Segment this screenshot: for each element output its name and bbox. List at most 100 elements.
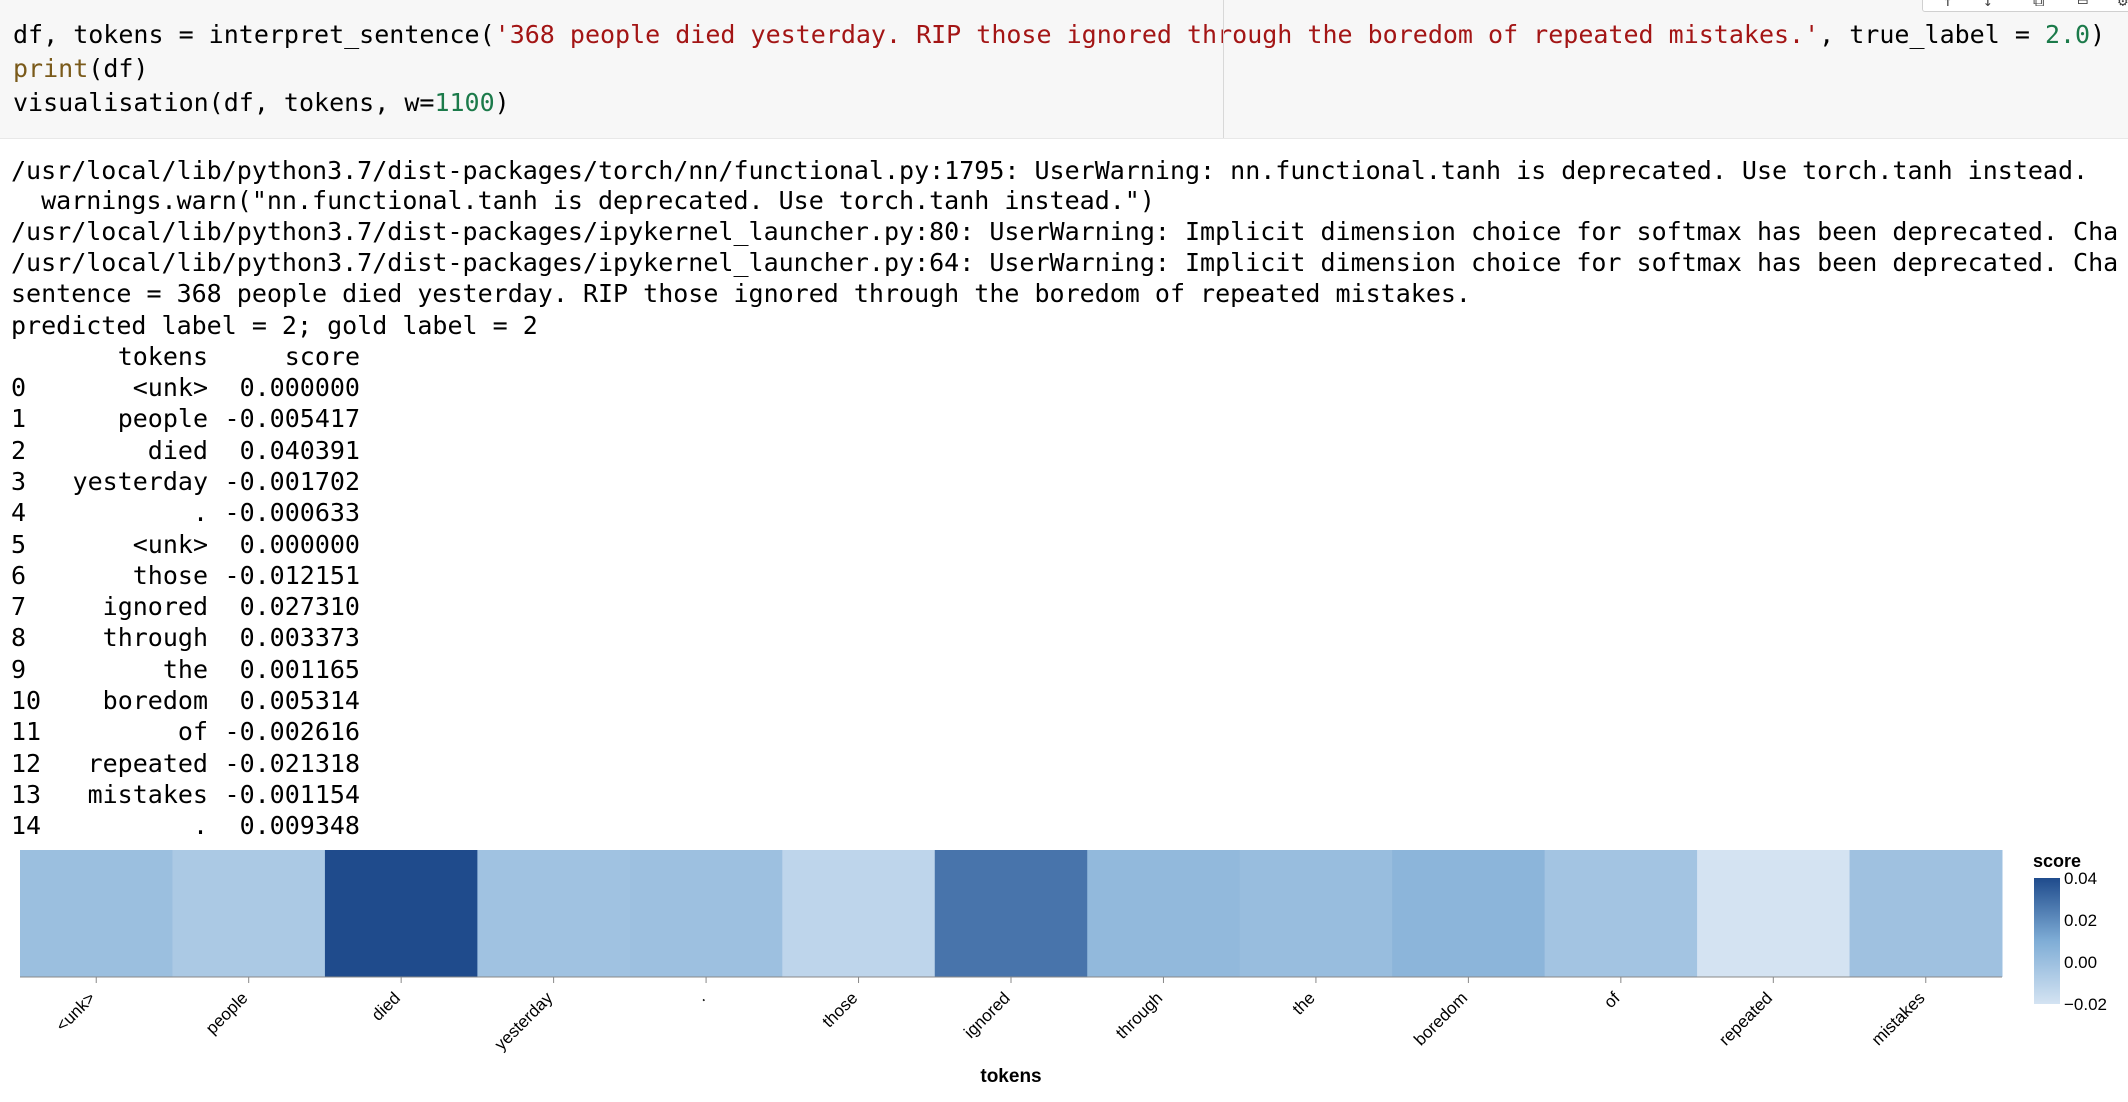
df-row-token: the (162, 655, 208, 684)
df-row-score: -0.000633 (224, 498, 360, 527)
code-line-3: visualisation(df, tokens, w=1100) (13, 86, 510, 120)
df-row-token: through (102, 623, 208, 652)
legend-tick-label: 0.04 (2064, 869, 2097, 888)
warning-line: /usr/local/lib/python3.7/dist-packages/i… (11, 248, 2119, 277)
df-row-index: 13 (11, 780, 42, 809)
settings-icon[interactable]: ⚙ (2118, 0, 2128, 10)
heatmap-cell (1087, 850, 1241, 977)
df-row-token: people (117, 404, 208, 433)
code-text: ) (494, 88, 510, 117)
heatmap-cell (172, 850, 326, 977)
code-builtin: print (13, 54, 89, 83)
heatmap-cell (1239, 850, 1393, 977)
heatmap-cell (324, 850, 478, 977)
sentence-line: sentence = 368 people died yesterday. RI… (11, 279, 1471, 308)
code-line-1: df, tokens = interpret_sentence('368 peo… (13, 18, 2105, 52)
x-tick-label: <unk> (52, 988, 99, 1035)
x-tick-label: the (1289, 988, 1319, 1018)
df-row-token: <unk> (132, 373, 208, 402)
link-icon[interactable]: ⧉ (2033, 0, 2045, 10)
df-row-score: -0.002616 (224, 717, 360, 746)
df-row-score: 0.003373 (239, 623, 360, 652)
heatmap-cell (20, 850, 173, 977)
df-row-index: 2 (11, 436, 27, 465)
df-row-token: those (132, 561, 208, 590)
code-text: (df) (88, 54, 149, 83)
warning-line: /usr/local/lib/python3.7/dist-packages/t… (11, 156, 2089, 185)
x-tick-label: repeated (1715, 988, 1776, 1049)
df-row-index: 9 (11, 655, 27, 684)
df-row-score: -0.021318 (224, 749, 360, 778)
df-header-score: score (284, 342, 360, 371)
df-row-index: 1 (11, 404, 27, 433)
code-number: 2.0 (2044, 20, 2091, 49)
df-row-token: . (192, 498, 208, 527)
warning-line: /usr/local/lib/python3.7/dist-packages/i… (11, 217, 2119, 246)
heatmap-cell (629, 850, 783, 977)
df-row-index: 4 (11, 498, 27, 527)
df-row-index: 0 (11, 373, 27, 402)
legend-tick-label: 0.00 (2064, 953, 2097, 972)
x-tick-label: of (1600, 988, 1624, 1012)
df-row-index: 8 (11, 623, 27, 652)
df-row-score: 0.005314 (239, 686, 360, 715)
heatmap-cell (782, 850, 936, 977)
x-tick-label: ignored (960, 988, 1014, 1042)
code-text: , true_label = (1819, 20, 2045, 49)
df-row-index: 5 (11, 530, 27, 559)
heatmap-cell (1544, 850, 1698, 977)
df-row-token: boredom (102, 686, 208, 715)
df-row-token: ignored (102, 592, 208, 621)
legend-title: score (2033, 851, 2081, 871)
legend-gradient (2034, 878, 2060, 1004)
heatmap-cell (1849, 850, 2003, 977)
legend-tick-label: −0.02 (2064, 995, 2107, 1014)
df-row-score: -0.005417 (224, 404, 360, 433)
df-row-index: 11 (11, 717, 42, 746)
color-legend: score 0.04 0.02 0.00 −0.02 (2033, 851, 2107, 1014)
heatmap-cell (1392, 850, 1546, 977)
code-text: df, tokens = interpret_sentence( (13, 20, 495, 49)
code-number: 1100 (434, 88, 495, 117)
df-row-index: 3 (11, 467, 27, 496)
x-tick-label: through (1112, 988, 1166, 1042)
code-text: visualisation(df, tokens, w= (13, 88, 435, 117)
cell-toolbar[interactable]: ↑ ↓ ⧉ ▭ ⚙ (1922, 0, 2128, 12)
x-tick-label: mistakes (1868, 988, 1929, 1049)
df-row-score: 0.027310 (239, 592, 360, 621)
code-line-2: print(df) (13, 52, 148, 86)
code-string: '368 people died yesterday. RIP those ig… (494, 20, 1820, 49)
df-row-token: <unk> (132, 530, 208, 559)
x-tick-label: died (368, 988, 404, 1024)
df-row-score: 0.009348 (239, 811, 360, 840)
df-row-score: 0.000000 (239, 373, 360, 402)
heatmap-cell (477, 850, 631, 977)
df-row-score: -0.001154 (224, 780, 360, 809)
warning-line: warnings.warn("nn.functional.tanh is dep… (11, 186, 1155, 215)
legend-tick-label: 0.02 (2064, 911, 2097, 930)
df-row-score: -0.012151 (224, 561, 360, 590)
x-tick-label: boredom (1410, 988, 1471, 1049)
df-row-index: 10 (11, 686, 42, 715)
heatmap-cells (20, 850, 2003, 977)
df-row-token: died (147, 436, 208, 465)
df-row-token: . (192, 811, 208, 840)
df-row-score: -0.001702 (224, 467, 360, 496)
df-row-index: 14 (11, 811, 42, 840)
df-row-token: yesterday (72, 467, 208, 496)
x-tick-label: those (819, 988, 862, 1031)
move-up-icon[interactable]: ↑ (1943, 0, 1953, 10)
df-header-tokens: tokens (117, 342, 208, 371)
x-axis-ticks: <unk> people died yesterday. those ignored thr… (20, 976, 2002, 1054)
x-tick-label: . (692, 988, 709, 1005)
code-cell[interactable]: df, tokens = interpret_sentence('368 peo… (0, 0, 2128, 139)
comment-icon[interactable]: ▭ (2078, 0, 2088, 10)
move-down-icon[interactable]: ↓ (1983, 0, 1993, 10)
df-row-score: 0.040391 (239, 436, 360, 465)
df-row-token: repeated (87, 749, 208, 778)
x-tick-label: people (202, 988, 252, 1038)
df-row-index: 6 (11, 561, 27, 590)
labels-line: predicted label = 2; gold label = 2 (11, 311, 538, 340)
df-row-token: mistakes (87, 780, 208, 809)
df-row-index: 12 (11, 749, 42, 778)
